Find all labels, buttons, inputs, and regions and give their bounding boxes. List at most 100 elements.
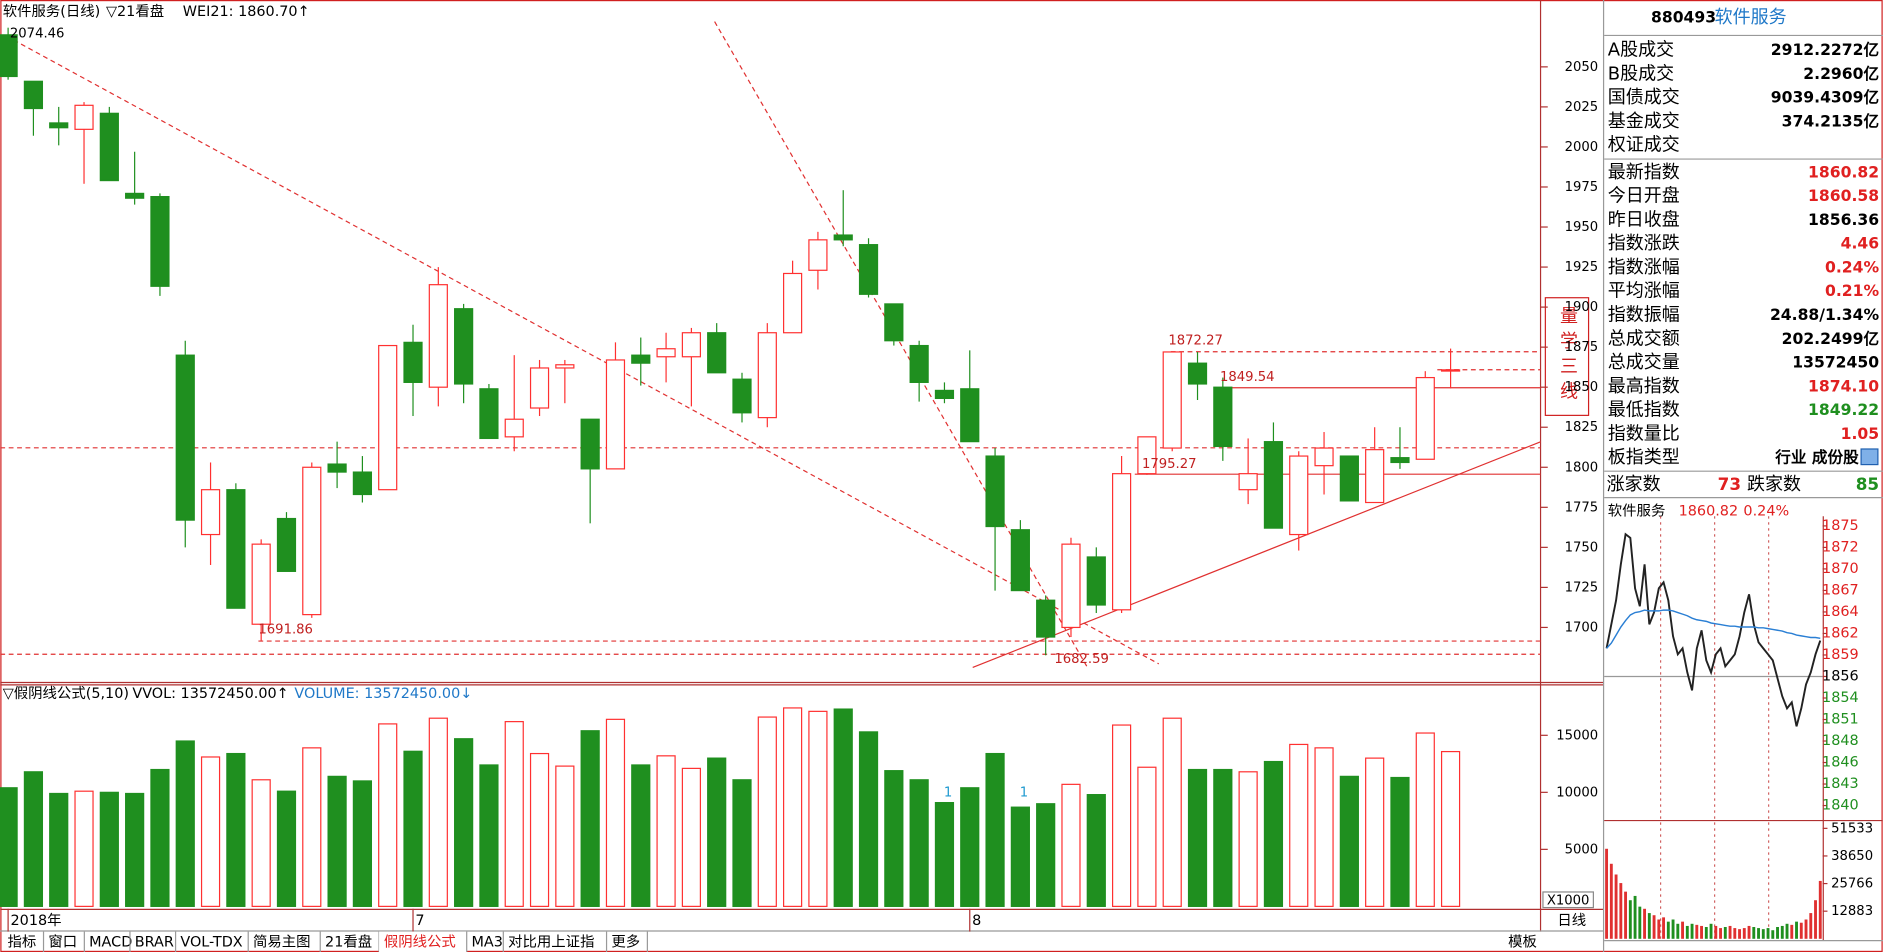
info-label: 总成交量 <box>1608 352 1680 373</box>
volume-bar <box>428 717 448 907</box>
candle-body <box>605 359 626 470</box>
info-value: 24.88/1.34% <box>1770 306 1879 324</box>
y-tick-label: 12883 <box>1831 904 1873 919</box>
tab[interactable]: 假阴线公式 <box>384 933 456 950</box>
tab[interactable]: BRAR <box>135 934 174 950</box>
intraday-volume <box>1690 923 1694 939</box>
volume-label: VOLUME: 13572450.00↓ <box>294 686 472 702</box>
volume-bar <box>276 790 297 907</box>
volume-bar <box>707 757 727 907</box>
icon <box>1860 448 1879 466</box>
info-label: 指数量比 <box>1608 423 1680 444</box>
candle-body <box>1238 473 1258 491</box>
intraday-volume <box>1709 923 1713 939</box>
tab[interactable]: 指标 <box>8 933 37 950</box>
price-label: 1682.59 <box>1054 652 1109 667</box>
tab[interactable]: MA3 <box>472 934 503 950</box>
intraday-volume <box>1695 924 1699 939</box>
volume-bar <box>49 792 69 907</box>
volume-bar <box>656 755 676 907</box>
intraday-line <box>1605 532 1822 727</box>
price-label: 1691.86 <box>258 623 313 638</box>
volume-bar <box>403 750 423 907</box>
volume-bar <box>555 765 575 907</box>
candle-body <box>125 192 145 199</box>
volume-bar <box>808 710 828 907</box>
intraday-volume <box>1780 925 1784 939</box>
candle-body <box>1162 351 1182 449</box>
x-tick-label: 7 <box>415 913 424 929</box>
volume-bar <box>251 779 271 907</box>
volume-bar <box>352 780 373 907</box>
candle-body <box>1086 556 1106 606</box>
volume-bar <box>1010 806 1030 907</box>
intraday-volume <box>1742 928 1746 939</box>
volume-bar <box>1036 803 1056 907</box>
unit-label: X1000 <box>1547 893 1590 908</box>
info-value: 0.21% <box>1825 282 1879 300</box>
tab[interactable]: 对比用上证指 <box>508 933 594 950</box>
candle-body <box>1187 362 1208 385</box>
candle-body <box>378 344 398 491</box>
tab[interactable]: MACD <box>89 934 132 950</box>
period-label[interactable]: 日线 <box>1557 912 1586 929</box>
volume-bar <box>125 792 145 907</box>
intraday-volume <box>1757 928 1760 939</box>
volume-bar <box>150 768 170 907</box>
indicator-label: WEI21: 1860.70↑ <box>183 4 310 20</box>
intraday-volume <box>1605 848 1609 939</box>
template-tab[interactable]: 模板 <box>1508 933 1537 950</box>
intraday-volume <box>1704 927 1708 939</box>
tab[interactable]: 窗口 <box>48 932 77 950</box>
volume-bar <box>1390 776 1410 907</box>
intraday-volume <box>1723 927 1727 939</box>
candle-body <box>960 388 980 443</box>
info-value: 1.05 <box>1841 425 1879 443</box>
volume-bar <box>884 770 904 907</box>
candle-body <box>631 354 651 364</box>
volume-bar <box>757 716 777 907</box>
y-tick-label: 1925 <box>1565 260 1599 275</box>
y-tick-label: 1750 <box>1565 540 1599 555</box>
intraday-volume <box>1647 913 1651 939</box>
candle-body <box>858 244 879 295</box>
candle-body <box>200 489 221 536</box>
info-label: 国债成交 <box>1608 87 1680 108</box>
volume-bar <box>0 787 18 907</box>
tab[interactable]: VOL-TDX <box>180 934 242 950</box>
volume-bar <box>302 747 322 907</box>
candle-body <box>1010 529 1030 592</box>
intraday-volume <box>1818 880 1822 939</box>
candle-body <box>504 418 524 438</box>
intraday-volume <box>1666 921 1670 939</box>
intraday-volume <box>1700 925 1703 939</box>
candle-body <box>1289 455 1309 536</box>
candle-body <box>757 332 777 419</box>
candle-body <box>0 34 18 78</box>
price-label: 1849.54 <box>1220 370 1275 385</box>
vvol-label: VVOL: 13572450.00↑ <box>132 686 288 702</box>
intraday-volume <box>1633 895 1637 939</box>
info-label: 最新指数 <box>1608 162 1680 183</box>
info-label: 指数振幅 <box>1608 304 1680 325</box>
mini-title: 软件服务 <box>1608 502 1666 519</box>
info-value: 1849.22 <box>1808 401 1879 419</box>
y-tick-label: 1867 <box>1822 582 1859 598</box>
tab[interactable]: 更多 <box>611 933 640 950</box>
info-value: 2912.2272亿 <box>1771 40 1879 59</box>
candle-body <box>276 517 297 572</box>
candle-body <box>327 463 347 473</box>
down-count-label: 跌家数 <box>1747 474 1801 495</box>
y-tick-label: 1848 <box>1822 733 1859 749</box>
tab[interactable]: 简易主图 <box>253 933 311 950</box>
intraday-volume <box>1685 925 1689 939</box>
volume-bar <box>1061 783 1081 907</box>
candle-body <box>1415 376 1435 460</box>
candle-body <box>49 122 69 129</box>
candle-body <box>808 239 828 271</box>
side-label: 量学三线 <box>1557 306 1578 407</box>
up-count: 73 <box>1718 474 1741 494</box>
intraday-volume <box>1681 921 1684 939</box>
tab[interactable]: 21看盘 <box>325 932 372 950</box>
intraday-volume <box>1652 915 1656 939</box>
